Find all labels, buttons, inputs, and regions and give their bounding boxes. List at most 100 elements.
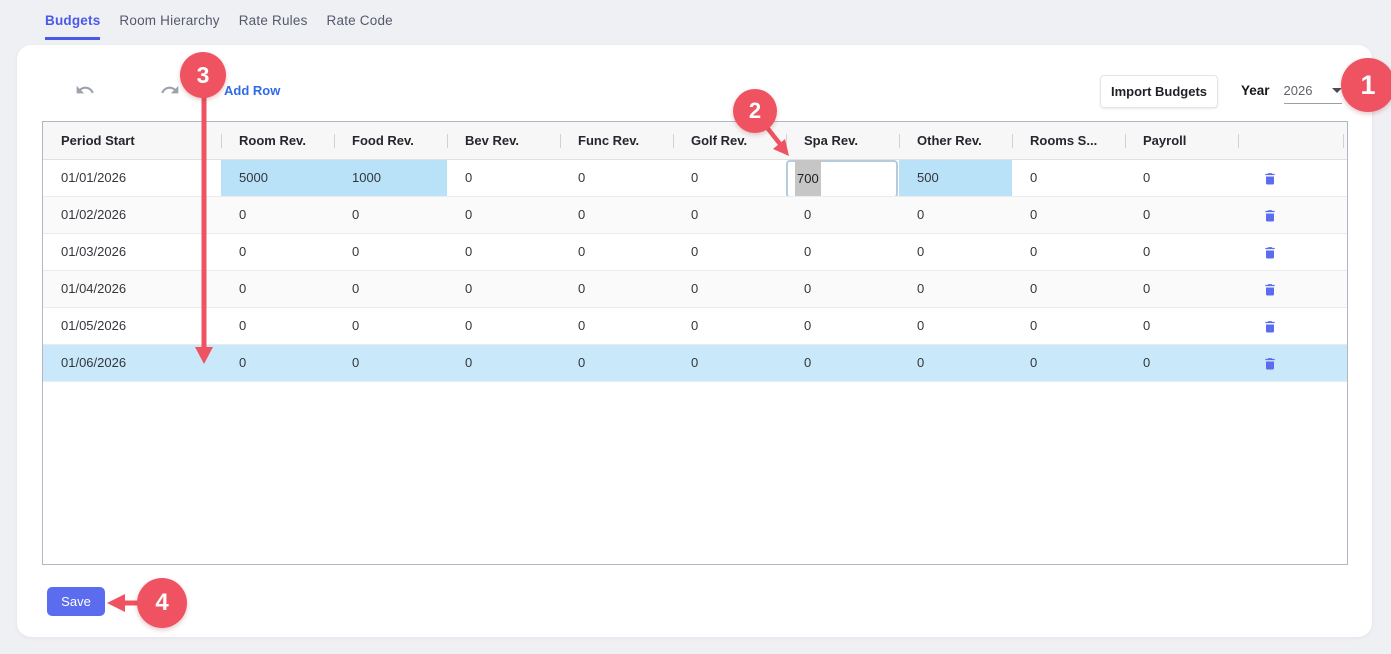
cell-golf-rev[interactable]: 0 <box>691 355 699 370</box>
cell-other-rev[interactable]: 0 <box>917 355 925 370</box>
year-control: Year 2026 <box>1241 83 1342 104</box>
add-row-button[interactable]: Add Row <box>224 83 281 98</box>
column-header-room-rev[interactable]: Room Rev. <box>221 122 334 159</box>
cell-payroll[interactable]: 0 <box>1143 318 1151 333</box>
table-row: 01/03/2026 0 0 0 0 0 0 0 0 0 <box>43 234 1347 271</box>
year-label: Year <box>1241 83 1270 98</box>
cell-period-start[interactable]: 01/06/2026 <box>61 355 127 370</box>
cell-payroll[interactable]: 0 <box>1143 170 1151 185</box>
cell-func-rev[interactable]: 0 <box>578 318 586 333</box>
cell-func-rev[interactable]: 0 <box>578 207 586 222</box>
cell-spa-rev[interactable]: 0 <box>804 318 812 333</box>
cell-golf-rev[interactable]: 0 <box>691 170 699 185</box>
cell-golf-rev[interactable]: 0 <box>691 244 699 259</box>
cell-rooms-sold[interactable]: 0 <box>1030 170 1038 185</box>
cell-actions <box>1238 160 1347 196</box>
cell-other-rev[interactable]: 500 <box>899 160 1012 196</box>
undo-button[interactable] <box>72 78 98 102</box>
cell-golf-rev[interactable]: 0 <box>691 281 699 296</box>
column-header-func-rev[interactable]: Func Rev. <box>560 122 673 159</box>
cell-spa-rev[interactable]: 0 <box>804 207 812 222</box>
delete-row-button[interactable] <box>1262 355 1278 372</box>
delete-row-button[interactable] <box>1262 244 1278 261</box>
delete-row-button[interactable] <box>1262 207 1278 224</box>
cell-bev-rev[interactable]: 0 <box>465 207 473 222</box>
cell-payroll[interactable]: 0 <box>1143 207 1151 222</box>
cell-func-rev[interactable]: 0 <box>578 281 586 296</box>
cell-actions <box>1238 345 1347 381</box>
column-header-food-rev[interactable]: Food Rev. <box>334 122 447 159</box>
tab-rate-code[interactable]: Rate Code <box>326 13 393 28</box>
tab-rate-rules[interactable]: Rate Rules <box>238 13 308 28</box>
cell-other-rev[interactable]: 0 <box>917 244 925 259</box>
column-header-payroll[interactable]: Payroll <box>1125 122 1238 159</box>
cell-room-rev[interactable]: 0 <box>239 281 247 296</box>
cell-food-rev[interactable]: 0 <box>352 318 360 333</box>
delete-row-button[interactable] <box>1262 170 1278 187</box>
redo-icon <box>161 85 179 94</box>
table-row: 01/01/2026 5000 1000 0 0 0 700 500 0 0 <box>43 160 1347 197</box>
trash-icon <box>1265 172 1275 184</box>
cell-spa-rev-editing: 700 <box>786 160 899 196</box>
tab-budgets[interactable]: Budgets <box>45 13 101 40</box>
caret-down-icon <box>1331 88 1342 93</box>
cell-other-rev[interactable]: 0 <box>917 318 925 333</box>
cell-func-rev[interactable]: 0 <box>578 355 586 370</box>
cell-room-rev[interactable]: 5000 <box>221 160 334 196</box>
cell-period-start[interactable]: 01/05/2026 <box>61 318 127 333</box>
cell-food-rev[interactable]: 1000 <box>334 160 447 196</box>
table-row-selected: 01/06/2026 0 0 0 0 0 0 0 0 0 <box>43 345 1347 382</box>
cell-golf-rev[interactable]: 0 <box>691 318 699 333</box>
cell-food-rev[interactable]: 0 <box>352 281 360 296</box>
cell-other-rev[interactable]: 0 <box>917 207 925 222</box>
save-button[interactable]: Save <box>47 587 105 616</box>
tab-room-hierarchy[interactable]: Room Hierarchy <box>119 13 220 28</box>
column-header-golf-rev[interactable]: Golf Rev. <box>673 122 786 159</box>
cell-food-rev[interactable]: 0 <box>352 244 360 259</box>
table-row: 01/05/2026 0 0 0 0 0 0 0 0 0 <box>43 308 1347 345</box>
column-header-rooms-s[interactable]: Rooms S... <box>1012 122 1125 159</box>
cell-room-rev[interactable]: 0 <box>239 244 247 259</box>
import-budgets-button[interactable]: Import Budgets <box>1100 75 1218 108</box>
cell-bev-rev[interactable]: 0 <box>465 318 473 333</box>
cell-payroll[interactable]: 0 <box>1143 281 1151 296</box>
cell-spa-rev[interactable]: 0 <box>804 244 812 259</box>
cell-room-rev[interactable]: 0 <box>239 207 247 222</box>
cell-food-rev[interactable]: 0 <box>352 355 360 370</box>
cell-rooms-sold[interactable]: 0 <box>1030 207 1038 222</box>
cell-bev-rev[interactable]: 0 <box>465 170 473 185</box>
cell-rooms-sold[interactable]: 0 <box>1030 244 1038 259</box>
delete-row-button[interactable] <box>1262 281 1278 298</box>
cell-rooms-sold[interactable]: 0 <box>1030 281 1038 296</box>
spa-rev-edit-input[interactable]: 700 <box>786 160 898 196</box>
column-header-period-start[interactable]: Period Start <box>61 133 135 148</box>
cell-payroll[interactable]: 0 <box>1143 355 1151 370</box>
cell-room-rev[interactable]: 0 <box>239 318 247 333</box>
cell-func-rev[interactable]: 0 <box>578 170 586 185</box>
cell-other-rev[interactable]: 0 <box>917 281 925 296</box>
cell-period-start[interactable]: 01/04/2026 <box>61 281 127 296</box>
cell-golf-rev[interactable]: 0 <box>691 207 699 222</box>
column-header-bev-rev[interactable]: Bev Rev. <box>447 122 560 159</box>
tab-bar: Budgets Room Hierarchy Rate Rules Rate C… <box>45 13 393 40</box>
cell-spa-rev[interactable]: 0 <box>804 281 812 296</box>
redo-button[interactable] <box>157 78 183 102</box>
cell-period-start[interactable]: 01/03/2026 <box>61 244 127 259</box>
column-header-other-rev[interactable]: Other Rev. <box>899 122 1012 159</box>
cell-period-start[interactable]: 01/02/2026 <box>61 207 127 222</box>
cell-bev-rev[interactable]: 0 <box>465 281 473 296</box>
cell-room-rev[interactable]: 0 <box>239 355 247 370</box>
cell-period-start[interactable]: 01/01/2026 <box>61 170 127 185</box>
cell-food-rev[interactable]: 0 <box>352 207 360 222</box>
cell-func-rev[interactable]: 0 <box>578 244 586 259</box>
cell-rooms-sold[interactable]: 0 <box>1030 355 1038 370</box>
cell-spa-rev[interactable]: 0 <box>804 355 812 370</box>
cell-rooms-sold[interactable]: 0 <box>1030 318 1038 333</box>
delete-row-button[interactable] <box>1262 318 1278 335</box>
cell-bev-rev[interactable]: 0 <box>465 244 473 259</box>
year-select[interactable]: 2026 <box>1283 83 1342 104</box>
cell-payroll[interactable]: 0 <box>1143 244 1151 259</box>
table-row: 01/04/2026 0 0 0 0 0 0 0 0 0 <box>43 271 1347 308</box>
column-header-spa-rev[interactable]: Spa Rev. <box>786 122 899 159</box>
cell-bev-rev[interactable]: 0 <box>465 355 473 370</box>
